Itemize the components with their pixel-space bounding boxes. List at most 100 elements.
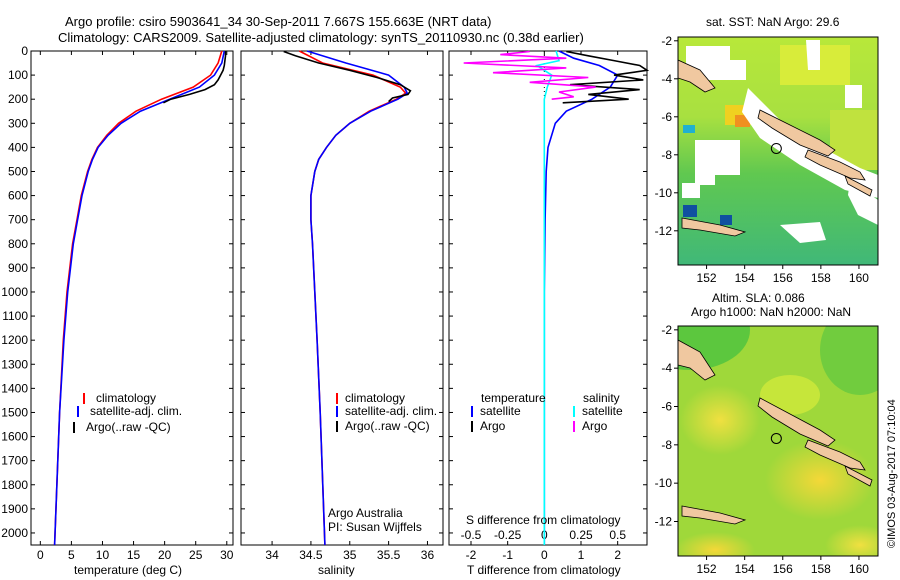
x-tick-label: 0 — [541, 548, 548, 562]
annotation-pi: PI: Susan Wijffels — [328, 520, 422, 534]
x-tick-label: 34.5 — [299, 548, 323, 562]
lat-tick-label: -2 — [661, 323, 672, 337]
depth-tick-label: 700 — [8, 213, 28, 227]
sla-map-field — [678, 326, 878, 556]
series-t-argo — [562, 50, 650, 104]
difference-xlabel: T difference from climatology — [467, 563, 621, 577]
series-satellite-adj-clim — [306, 50, 409, 546]
sla-high-patch — [678, 532, 755, 556]
series-t-satellite — [543, 50, 619, 545]
lon-tick-label: 154 — [735, 271, 755, 285]
annotation-institution: Argo Australia — [328, 506, 403, 520]
x-tick-label: -2 — [466, 548, 477, 562]
lat-tick-label: -8 — [661, 438, 672, 452]
temperature-axes-box — [30, 50, 234, 546]
lat-tick-label: -6 — [661, 400, 672, 414]
sst-map-ticks: 152 154 156 158 160 -2 -4 -6 -8 -10 -12 — [655, 34, 870, 285]
legend-climatology-label: climatology — [96, 391, 156, 405]
argo-position-marker — [770, 432, 782, 444]
temperature-xlabel: temperature (deg C) — [74, 563, 182, 577]
legend-s-satellite-label: satellite — [582, 404, 623, 418]
lon-tick-label: 156 — [773, 562, 793, 576]
header-line-2: Climatology: CARS2009. Satellite-adjuste… — [58, 30, 584, 45]
difference-series — [463, 50, 650, 545]
lon-tick-label: 154 — [735, 562, 755, 576]
temperature-panel: 0 5 10 15 20 25 30 temperature (deg C) climato… — [30, 50, 234, 577]
s-tick-label: 0.5 — [609, 528, 626, 542]
sst-cool-patch — [720, 215, 732, 225]
x-tick-label: 15 — [127, 548, 141, 562]
depth-tick-label: 1000 — [1, 285, 28, 299]
land-new-ireland — [678, 339, 716, 381]
series-s-satellite — [534, 50, 561, 545]
sla-map-panel: Altim. SLA: 0.086 Argo h1000: NaN h2000:… — [655, 291, 879, 576]
legend-t-argo-label: Argo — [480, 419, 506, 433]
x-tick-label: 0 — [37, 548, 44, 562]
sla-map-ticks: 152 154 156 158 160 -2 -4 -6 -8 -10 -12 — [655, 323, 870, 576]
sst-map-frame — [677, 36, 879, 266]
lat-tick-label: -6 — [661, 110, 672, 124]
temperature-series — [53, 50, 227, 546]
series-satellite-adj-clim — [53, 50, 226, 546]
salinity-legend: climatology satellite-adj. clim. Argo(..… — [336, 391, 437, 433]
series-argo-raw-qc — [283, 50, 412, 103]
land-bougainville — [757, 397, 836, 447]
sla-map-title-2: Argo h1000: NaN h2000: NaN — [691, 305, 851, 319]
s-tick-label: -0.5 — [461, 528, 482, 542]
depth-tick-label: 1500 — [1, 405, 28, 419]
land-isabel — [844, 465, 873, 487]
series-climatology — [53, 50, 223, 546]
sst-map-panel: sat. SST: NaN Argo: 29.6 — [655, 15, 879, 285]
sst-gap — [780, 222, 826, 243]
sst-gap — [806, 40, 820, 70]
s-tick-label: 0.25 — [569, 528, 593, 542]
x-tick-label: 20 — [158, 548, 172, 562]
legend-climatology-label: climatology — [345, 391, 405, 405]
salinity-xlabel: salinity — [318, 563, 355, 577]
argo-position-marker — [770, 142, 782, 154]
lat-tick-label: -2 — [661, 34, 672, 48]
legend-salinity-header: salinity — [583, 391, 620, 405]
series-s-argo — [463, 50, 596, 100]
sst-map-field — [678, 37, 878, 265]
lon-tick-label: 152 — [697, 562, 717, 576]
x-tick-label: 30 — [220, 548, 234, 562]
land-png-tip — [681, 217, 747, 237]
depth-tick-label: 0 — [21, 44, 28, 58]
legend-t-satellite-label: satellite — [480, 404, 521, 418]
legend-satellite-label: satellite-adj. clim. — [345, 404, 437, 418]
lon-tick-label: 152 — [697, 271, 717, 285]
x-tick-label: -1 — [502, 548, 513, 562]
s-tick-label: -0.25 — [494, 528, 522, 542]
temperature-x-ticks: 0 5 10 15 20 25 30 — [31, 50, 234, 562]
x-tick-label: 36 — [421, 548, 435, 562]
depth-tick-label: 1200 — [1, 333, 28, 347]
lat-tick-label: -4 — [661, 361, 672, 375]
lat-tick-label: -12 — [655, 515, 673, 529]
depth-tick-label: 1900 — [1, 502, 28, 516]
land-new-ireland — [678, 59, 716, 93]
lon-tick-label: 158 — [811, 562, 831, 576]
depth-tick-label: 300 — [8, 116, 28, 130]
depth-tick-label: 800 — [8, 237, 28, 251]
lon-tick-label: 160 — [849, 562, 869, 576]
x-tick-label: 35.5 — [377, 548, 401, 562]
legend-satellite-label: satellite-adj. clim. — [90, 404, 182, 418]
salinity-series — [283, 50, 412, 546]
sla-high-patch — [825, 525, 878, 556]
depth-tick-label: 100 — [8, 68, 28, 82]
depth-tick-label: 1300 — [1, 357, 28, 371]
temperature-legend: climatology satellite-adj. clim. Argo(..… — [73, 391, 182, 434]
legend-temperature-header: temperature — [481, 391, 546, 405]
lon-tick-label: 156 — [773, 271, 793, 285]
lon-tick-label: 158 — [811, 271, 831, 285]
sla-mid-patch — [760, 375, 820, 415]
x-tick-label: 1 — [578, 548, 585, 562]
land-isabel — [844, 175, 873, 197]
depth-tick-label: 1700 — [1, 454, 28, 468]
depth-tick-label: 2000 — [1, 526, 28, 540]
x-tick-label: 10 — [96, 548, 110, 562]
sst-gap — [682, 183, 700, 198]
